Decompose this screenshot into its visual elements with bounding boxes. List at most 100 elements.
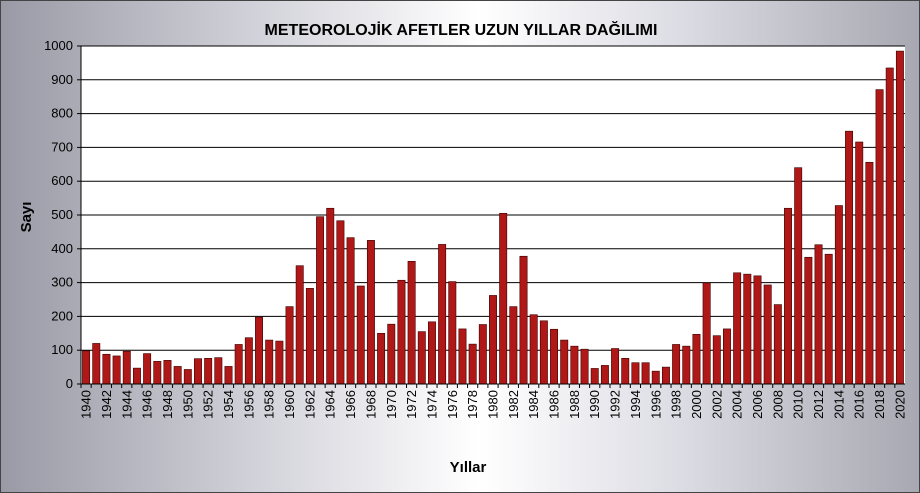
x-tick-label: 1940	[79, 390, 94, 419]
bar-1987	[560, 339, 569, 385]
x-tick-label: 2018	[872, 390, 887, 419]
bar-1965	[336, 220, 345, 385]
x-tick-label: 1986	[547, 390, 562, 419]
bar-1991	[600, 365, 609, 385]
y-axis-title: Sayı	[18, 202, 35, 233]
x-tick-label: 1994	[628, 390, 643, 419]
bar-1943	[112, 355, 121, 385]
bar-1998	[672, 344, 681, 385]
bar-2012	[814, 244, 823, 385]
bar-2015	[845, 130, 854, 385]
bar-2020	[895, 50, 904, 385]
y-tick-label: 300	[51, 275, 73, 290]
bar-1954	[224, 366, 233, 385]
bar-1975	[438, 244, 447, 385]
y-tick-label: 900	[51, 72, 73, 87]
x-tick-label: 1978	[465, 390, 480, 419]
bar-1971	[397, 279, 406, 385]
bar-2009	[784, 207, 792, 385]
x-tick-label: 1990	[587, 390, 602, 419]
x-tick-label: 1958	[262, 390, 277, 419]
y-tick-label: 100	[51, 342, 73, 357]
bar-2016	[855, 141, 864, 385]
bar-1958	[265, 339, 274, 385]
bar-1988	[570, 345, 579, 385]
x-tick-label: 1944	[119, 390, 134, 419]
x-tick-label: 2016	[852, 390, 867, 419]
bar-1981	[499, 213, 508, 385]
bar-1999	[682, 345, 691, 385]
bar-1966	[346, 237, 355, 385]
x-tick-label: 2020	[892, 390, 907, 419]
bar-1952	[204, 358, 213, 385]
bar-1944	[122, 350, 131, 385]
bar-1976	[448, 281, 457, 385]
x-tick-label: 1960	[282, 390, 297, 419]
x-tick-label: 1992	[608, 390, 623, 419]
x-tick-label: 1980	[486, 390, 501, 419]
x-tick-label: 1988	[567, 390, 582, 419]
x-tick-label: 1968	[363, 390, 378, 419]
bar-1959	[275, 340, 284, 385]
bar-2013	[824, 253, 833, 385]
bar-1947	[153, 361, 162, 385]
x-tick-label: 1970	[384, 390, 399, 419]
bar-1974	[428, 321, 436, 385]
bar-1953	[214, 357, 223, 385]
x-tick-label: 2006	[750, 390, 765, 419]
bar-1948	[163, 360, 172, 385]
bar-1992	[611, 348, 620, 385]
x-tick-label: 2002	[709, 390, 724, 419]
bar-1972	[407, 261, 416, 385]
bar-2004	[733, 272, 742, 385]
bar-1946	[143, 353, 152, 385]
x-tick-label: 1976	[445, 390, 460, 419]
bar-1956	[244, 337, 253, 385]
x-tick-label: 2000	[689, 390, 704, 419]
x-tick-label: 1998	[669, 390, 684, 419]
x-tick-label: 2004	[730, 390, 745, 419]
bar-1942	[102, 353, 111, 385]
bar-2011	[804, 256, 813, 385]
y-tick-label: 500	[51, 207, 73, 222]
bar-1978	[468, 343, 477, 385]
y-tick-label: 700	[51, 139, 73, 154]
bar-1985	[539, 320, 548, 385]
bar-1983	[519, 255, 528, 385]
x-tick-label: 1972	[404, 390, 419, 419]
bar-1960	[285, 306, 294, 385]
x-tick-label: 2008	[770, 390, 785, 419]
bar-1979	[478, 324, 487, 385]
bar-1963	[316, 216, 325, 385]
y-tick-label: 400	[51, 241, 73, 256]
x-tick-label: 2010	[791, 390, 806, 419]
bar-2000	[692, 334, 701, 385]
bar-1984	[529, 314, 538, 385]
bar-1980	[489, 295, 497, 385]
x-tick-label: 1982	[506, 390, 521, 419]
x-tick-label: 1952	[201, 390, 216, 419]
bar-2003	[723, 328, 731, 385]
y-tick-label: 0	[66, 376, 73, 391]
x-tick-label: 1996	[648, 390, 663, 419]
bar-1970	[387, 323, 396, 385]
x-tick-labels: 1940 1942 1944 1946 1948 1950 1952 1954 1956 1958…	[79, 384, 907, 419]
bar-1964	[326, 207, 335, 385]
bar-1941	[92, 343, 101, 385]
bar-2007	[763, 284, 772, 385]
y-tick-label: 600	[51, 173, 73, 188]
bar-2008	[773, 304, 782, 385]
bar-1945	[132, 367, 141, 385]
bar-1967	[356, 285, 365, 385]
bar-1969	[377, 332, 386, 385]
x-tick-label: 1950	[180, 390, 195, 419]
bar-2014	[834, 205, 843, 385]
x-tick-label: 1984	[526, 390, 541, 419]
y-tick-label: 1000	[44, 38, 73, 53]
bar-1955	[234, 344, 243, 385]
bar-1990	[590, 368, 599, 385]
x-tick-label: 1962	[302, 390, 317, 419]
bar-1973	[417, 331, 426, 385]
bar-2010	[794, 167, 803, 385]
